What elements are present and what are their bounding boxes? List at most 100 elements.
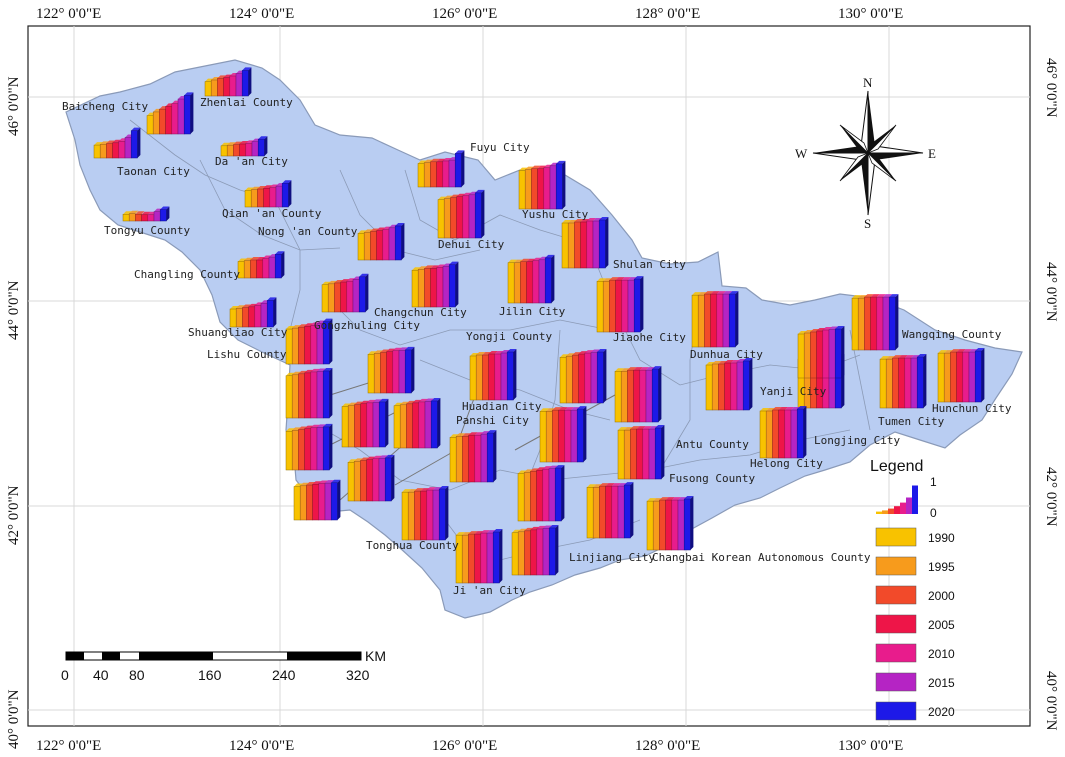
bar-top — [439, 486, 449, 490]
legend-swatch — [875, 527, 917, 547]
bar — [759, 410, 767, 459]
bar-top — [665, 497, 675, 501]
bar — [146, 115, 154, 135]
place-label-daan: Da 'an City — [215, 155, 288, 168]
bar — [586, 220, 594, 269]
bar — [590, 352, 598, 404]
legend-scale-bar — [888, 508, 894, 514]
lat-label: 44° 0'0"N — [1043, 262, 1059, 322]
bar — [304, 428, 312, 471]
mini-bar-chart — [705, 358, 753, 411]
bar — [384, 457, 392, 502]
bar-top — [880, 356, 890, 360]
bar-side — [923, 354, 927, 408]
bar — [373, 353, 381, 394]
bar-side — [605, 217, 609, 268]
bar-side — [749, 358, 753, 410]
bar-top — [449, 261, 459, 265]
bar — [536, 528, 544, 576]
bar — [461, 534, 469, 584]
bar — [251, 141, 259, 157]
bar — [316, 427, 324, 471]
bar — [555, 163, 563, 210]
lon-label: 130° 0'0"E — [838, 6, 903, 22]
bar — [559, 356, 567, 404]
bar — [250, 259, 257, 279]
legend-swatch — [875, 556, 917, 576]
mini-bar-chart — [321, 273, 369, 313]
bar — [605, 485, 613, 539]
bar-top — [577, 406, 587, 410]
bar — [623, 429, 631, 480]
place-label-yushu: Yushu City — [522, 208, 589, 221]
mini-bar-chart — [411, 261, 459, 308]
bar — [888, 296, 896, 351]
mini-bar-chart — [417, 150, 465, 188]
bar — [346, 280, 354, 313]
bar — [217, 78, 224, 97]
bar — [943, 352, 951, 403]
bar-top — [531, 165, 541, 169]
lon-labels-top: 122° 0'0"E 124° 0'0"E 126° 0'0"E 128° 0'… — [36, 6, 903, 22]
bar-top — [468, 432, 478, 436]
place-label-dehui: Dehui City — [438, 238, 505, 251]
bar — [651, 368, 659, 423]
lon-label: 126° 0'0"E — [432, 738, 497, 754]
legend-swatch — [875, 701, 917, 721]
bar-top — [917, 354, 927, 358]
bar — [916, 356, 924, 409]
legend-label: 1990 — [928, 531, 955, 545]
bar-top — [574, 219, 584, 222]
bar — [620, 370, 628, 423]
bar — [310, 427, 318, 471]
bar — [520, 261, 527, 304]
place-label-shulan: Shulan City — [613, 258, 686, 271]
place-label-yongji: Yongji County — [466, 330, 552, 343]
bar — [372, 458, 380, 502]
lon-label: 126° 0'0"E — [432, 6, 497, 22]
place-label-jilin: Jilin City — [499, 305, 566, 318]
bar-top — [456, 433, 466, 437]
bar-top — [876, 294, 886, 298]
bar — [778, 409, 786, 459]
bar — [449, 437, 457, 483]
bar — [586, 486, 594, 539]
bar-side — [562, 160, 566, 209]
bar-top — [671, 497, 681, 501]
bar — [500, 352, 508, 401]
bar — [250, 189, 258, 208]
bar — [772, 409, 779, 459]
bar — [347, 462, 355, 502]
bar — [828, 329, 836, 379]
mini-bar-chart — [759, 406, 807, 459]
bar — [448, 159, 456, 188]
mini-bar-chart — [204, 67, 252, 97]
compass-west-label: W — [795, 146, 808, 161]
bar-side — [555, 524, 559, 575]
bar — [552, 409, 559, 463]
mini-bar-chart-unlabeled — [293, 479, 341, 521]
bar — [554, 467, 562, 522]
bar — [574, 221, 581, 269]
mini-bar-chart-unlabeled — [517, 465, 565, 522]
bar — [322, 426, 330, 471]
bar — [412, 402, 420, 449]
bar-side — [690, 496, 694, 550]
bar-side — [455, 261, 459, 307]
bar — [340, 281, 348, 313]
mini-bar-chart — [561, 217, 609, 269]
legend-title: Legend — [870, 458, 923, 475]
bar — [468, 533, 475, 584]
bar — [822, 329, 830, 379]
bar — [153, 211, 161, 222]
bar-side — [273, 297, 277, 327]
bar-top — [480, 530, 490, 534]
mini-bar-chart — [507, 254, 555, 304]
mini-bar-chart — [122, 206, 170, 222]
place-labels: Baicheng City Zhenlai County Taonan City… — [62, 96, 1012, 597]
bar-top — [323, 318, 333, 322]
mini-bar-chart — [357, 222, 405, 261]
bar — [567, 222, 575, 269]
bar — [382, 229, 390, 261]
